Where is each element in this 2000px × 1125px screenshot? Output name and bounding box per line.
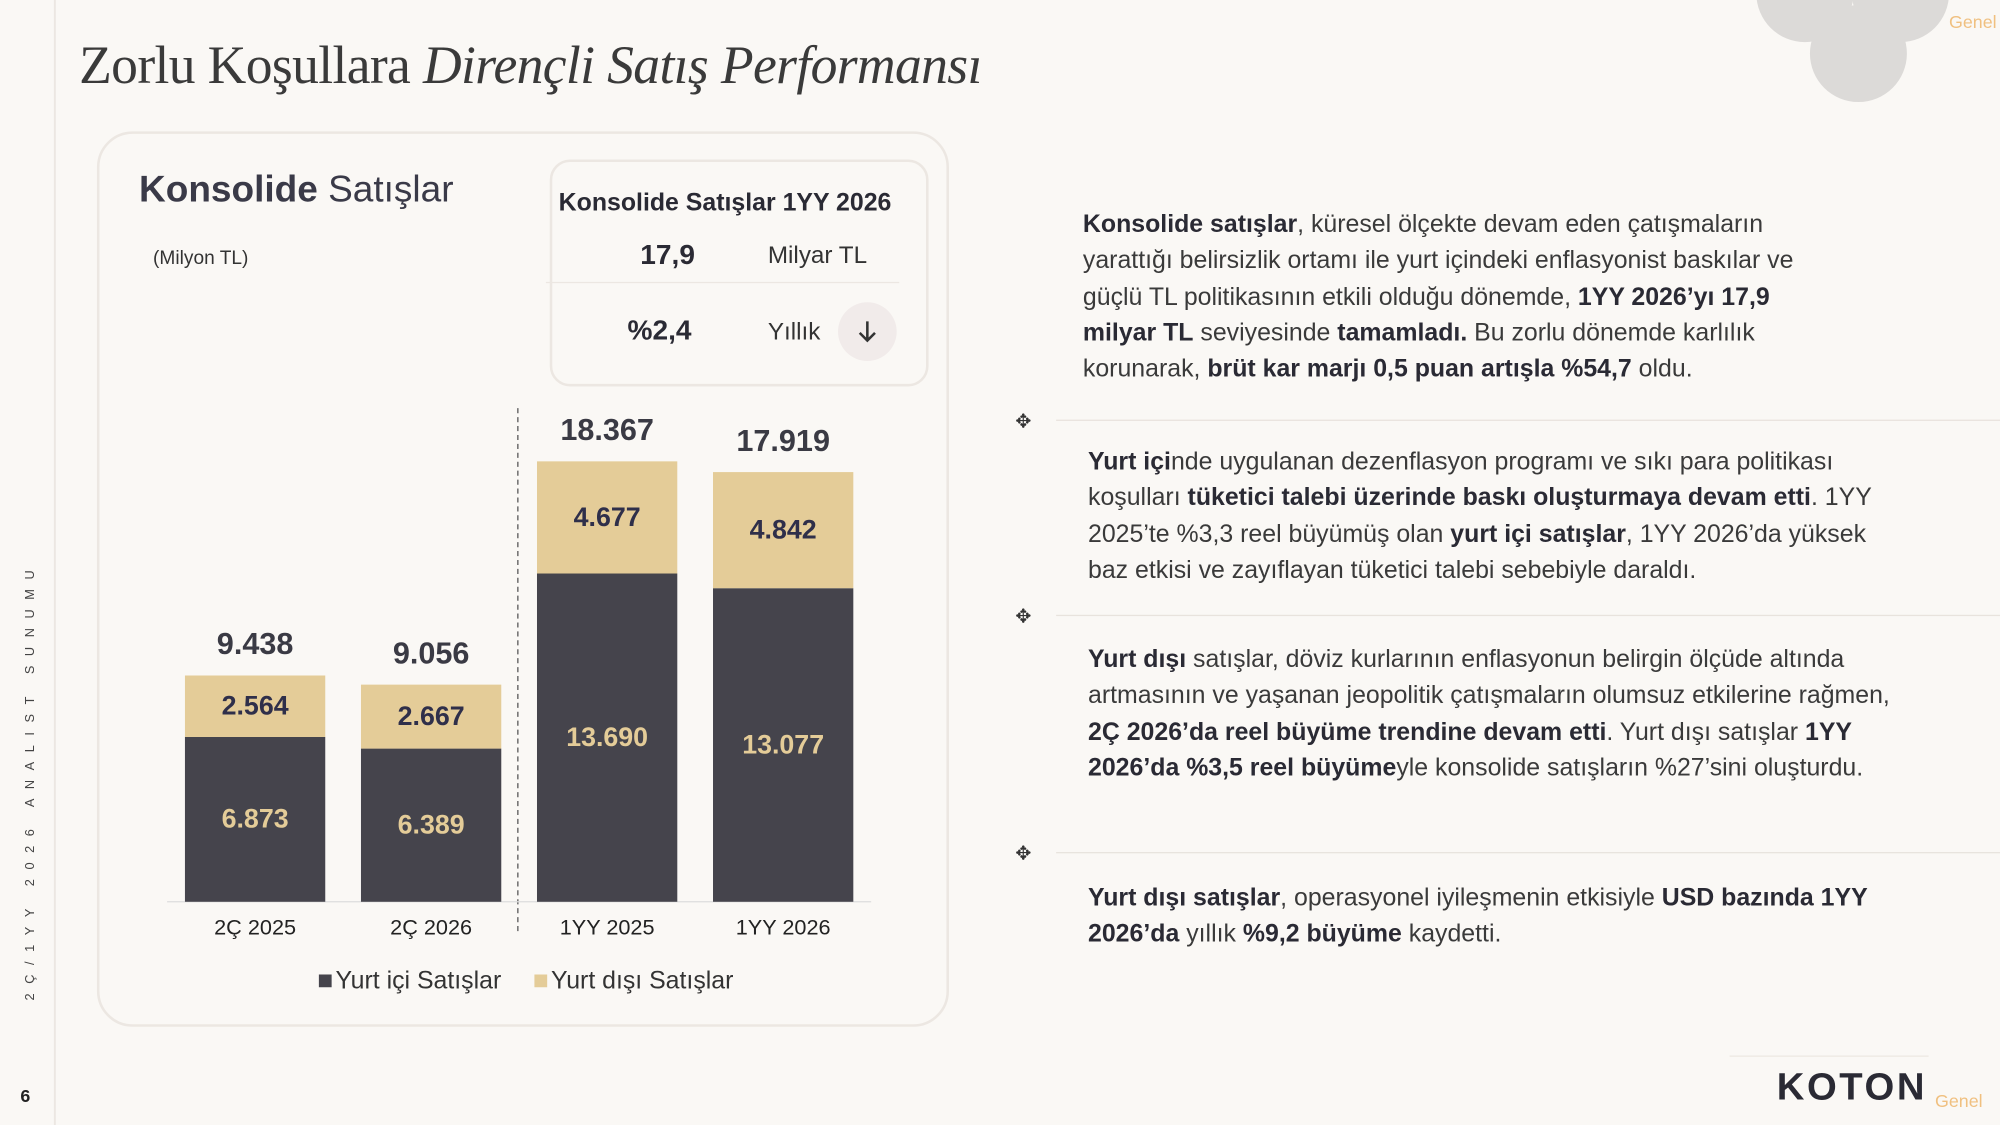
bar-segment xyxy=(536,461,678,574)
bar-segment xyxy=(536,573,678,902)
classification: Genel xyxy=(1934,1090,1983,1111)
value-label: 2.564 xyxy=(222,691,289,721)
kpi-change: %2,4 xyxy=(627,313,692,346)
separator xyxy=(1056,419,2000,421)
down-arrow-icon xyxy=(838,302,897,361)
bullet-icon: ✥ xyxy=(1015,409,1032,433)
value-label: 13.690 xyxy=(566,722,648,752)
bold-run: Konsolide satışlar xyxy=(1082,210,1298,239)
total-label: 18.367 xyxy=(560,413,654,447)
kpi-change-label: Yıllık xyxy=(767,318,821,346)
bold-run: %9,2 büyüme xyxy=(1242,920,1402,949)
legend-label: Yurt içi Satışlar xyxy=(335,967,501,995)
chart-card xyxy=(96,131,949,1027)
separator xyxy=(1056,852,2000,854)
title-italic: Dirençli Satış Performansı xyxy=(422,36,982,96)
unit-label: (Milyon TL) xyxy=(153,247,249,270)
bold-run: yurt içi satışlar xyxy=(1450,519,1626,548)
kpi-unit: Milyar TL xyxy=(767,242,868,270)
text-run: . Yurt dışı satışlar xyxy=(1606,717,1806,746)
card-title-regular: Satışlar xyxy=(328,169,454,211)
value-label: 13.077 xyxy=(742,729,824,759)
bold-run: tüketici talebi üzerinde baskı oluşturma… xyxy=(1187,483,1811,512)
paragraph: Yurt içinde uygulanan dezenflasyon progr… xyxy=(1088,444,1879,588)
text-run: . 1YY 2025’te %3,3 reel büyümüş olan xyxy=(1088,483,1872,548)
bar-segment xyxy=(713,472,854,589)
paragraph: Konsolide satışlar, küresel ölçekte deva… xyxy=(1083,207,1848,387)
bullet-icon: ✥ xyxy=(1015,841,1032,865)
value-label: 2.667 xyxy=(398,701,465,731)
paragraph: Yurt dışı satışlar, döviz kurlarının enf… xyxy=(1088,642,1892,786)
bold-run: Yurt içi xyxy=(1088,447,1171,476)
card-title-bold: Konsolide xyxy=(139,169,318,211)
x-tick-label: 2Ç 2026 xyxy=(390,914,472,939)
bold-run: 2Ç 2026’da reel büyüme trendine devam et… xyxy=(1088,717,1607,746)
text-run: satışlar, döviz kurlarının enflasyonun b… xyxy=(1088,645,1890,710)
legend-swatch xyxy=(318,974,332,988)
bold-run: 1YY 2026’yı 17,9 milyar TL xyxy=(1082,282,1770,347)
kpi-value: 17,9 xyxy=(640,238,695,271)
title-plain: Zorlu Koşullara xyxy=(79,36,411,96)
bullet-icon: ✥ xyxy=(1015,604,1032,628)
bold-run: brüt kar marjı 0,5 puan artışla %54,7 xyxy=(1207,354,1632,383)
bold-run: USD bazında 1YY 2026’da xyxy=(1088,883,1868,949)
bar-segment xyxy=(184,736,326,902)
x-tick-label: 2Ç 2025 xyxy=(214,914,296,939)
bar-segment xyxy=(184,675,326,737)
total-label: 9.056 xyxy=(393,636,470,670)
value-label: 4.842 xyxy=(750,515,817,545)
legend-label: Yurt dışı Satışlar xyxy=(551,967,733,995)
paragraph: Yurt dışı satışlar, operasyonel iyileşme… xyxy=(1088,880,1904,952)
text-run: , 1YY 2026’da yüksek baz etkisi ve zayıf… xyxy=(1088,519,1867,585)
x-tick-label: 1YY 2026 xyxy=(736,914,831,939)
page-number: 6 xyxy=(20,1085,31,1106)
text-run: , küresel ölçekte devam eden çatışmaları… xyxy=(1082,210,1794,311)
bold-run: Yurt dışı xyxy=(1088,645,1187,674)
classification: Genel xyxy=(1948,11,1997,32)
bold-run: Yurt dışı satışlar xyxy=(1088,883,1281,912)
card-title: Konsolide Satışlar xyxy=(139,170,453,212)
text-run: nde uygulanan dezenflasyon programı ve s… xyxy=(1088,447,1834,512)
text-run: oldu. xyxy=(1631,354,1693,383)
text-run: Bu zorlu dönemde karlılık korunarak, xyxy=(1082,318,1755,383)
legend-swatch xyxy=(534,974,548,988)
total-label: 17.919 xyxy=(736,424,830,458)
text-run: , operasyonel iyileşmenin etkisiyle xyxy=(1280,883,1662,912)
slide-title: Zorlu Koşullara Dirençli Satış Performan… xyxy=(79,36,982,97)
bar-segment xyxy=(360,748,502,902)
kpi-title: Konsolide Satışlar 1YY 2026 xyxy=(558,188,892,217)
bar-segment xyxy=(713,588,854,902)
separator xyxy=(1056,614,2000,617)
x-tick-label: 1YY 2025 xyxy=(560,914,655,939)
text-run: kaydetti. xyxy=(1401,920,1502,949)
bold-run: tamamladı. xyxy=(1337,318,1468,347)
value-label: 6.873 xyxy=(222,804,289,834)
bar-segment xyxy=(360,684,502,749)
kpi-box xyxy=(549,159,929,387)
value-label: 4.677 xyxy=(574,502,641,532)
value-label: 6.389 xyxy=(398,810,465,840)
kpi-divider xyxy=(545,281,900,284)
text-run: seviyesinde xyxy=(1193,318,1338,347)
text-run: yle konsolide satışların %27’sini oluştu… xyxy=(1396,753,1864,782)
total-label: 9.438 xyxy=(217,627,294,661)
bold-run: 1YY 2026’da %3,5 reel büyüme xyxy=(1088,717,1852,782)
text-run: yıllık xyxy=(1179,920,1243,949)
logo: KOTON xyxy=(1776,1066,1928,1109)
chart: 2Ç 2025 6.873 2.564 9.438 2Ç 2026 6.389 2.667 9… xyxy=(167,408,872,995)
